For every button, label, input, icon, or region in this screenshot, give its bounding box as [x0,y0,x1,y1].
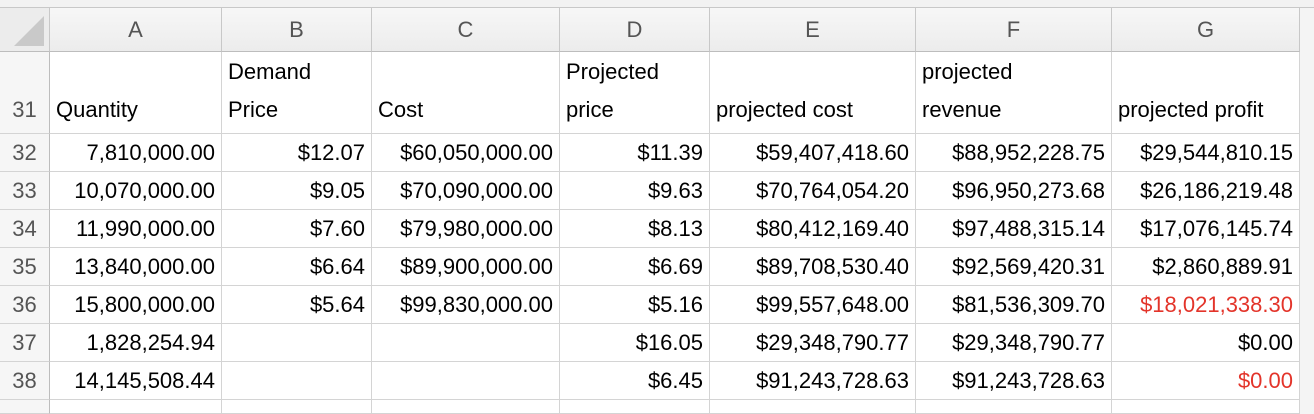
data-cell[interactable]: $0.00 [1112,362,1300,400]
data-cell[interactable]: $5.64 [222,286,372,324]
column-header[interactable]: D [560,8,710,52]
data-cell[interactable]: $29,348,790.77 [916,324,1112,362]
row-number[interactable]: 36 [0,286,50,324]
header-line: projected profit [1118,97,1264,122]
data-cell[interactable] [1112,400,1300,414]
data-cell[interactable]: $9.05 [222,172,372,210]
data-cell[interactable]: $80,412,169.40 [710,210,916,248]
data-cell[interactable]: 11,990,000.00 [50,210,222,248]
data-cell[interactable]: $60,050,000.00 [372,134,560,172]
data-cell[interactable]: $8.13 [560,210,710,248]
row-number[interactable]: 37 [0,324,50,362]
column-header[interactable]: F [916,8,1112,52]
data-cell[interactable] [372,400,560,414]
row-number[interactable]: 38 [0,362,50,400]
data-cell[interactable] [560,400,710,414]
data-cell[interactable]: $89,708,530.40 [710,248,916,286]
row-number[interactable]: 35 [0,248,50,286]
data-cell[interactable]: 14,145,508.44 [50,362,222,400]
header-cell[interactable]: Demand Price [222,52,372,134]
header-cell[interactable]: projected profit [1112,52,1300,134]
data-cell[interactable]: $6.69 [560,248,710,286]
data-cell[interactable]: $70,090,000.00 [372,172,560,210]
data-cell[interactable] [222,400,372,414]
column-header[interactable]: A [50,8,222,52]
row-number[interactable]: 32 [0,134,50,172]
data-cell[interactable] [372,362,560,400]
data-cell[interactable] [372,324,560,362]
data-cell[interactable] [710,400,916,414]
header-line: Price [228,97,279,122]
data-cell[interactable] [50,400,222,414]
toolbar-edge [0,0,1314,8]
data-cell[interactable]: $9.63 [560,172,710,210]
column-header[interactable]: G [1112,8,1300,52]
row-number[interactable]: 34 [0,210,50,248]
data-cell[interactable] [222,362,372,400]
row-number[interactable] [0,400,50,414]
data-cell[interactable]: $7.60 [222,210,372,248]
data-cell[interactable]: 13,840,000.00 [50,248,222,286]
column-header[interactable]: B [222,8,372,52]
header-line: Cost [378,97,424,122]
data-cell[interactable]: $99,557,648.00 [710,286,916,324]
data-cell[interactable]: $17,076,145.74 [1112,210,1300,248]
data-cell[interactable]: $97,488,315.14 [916,210,1112,248]
margin [1300,8,1314,414]
data-cell[interactable]: $2,860,889.91 [1112,248,1300,286]
data-cell[interactable]: $29,348,790.77 [710,324,916,362]
corner-triangle [14,16,44,46]
data-cell[interactable]: $18,021,338.30 [1112,286,1300,324]
column-header[interactable]: E [710,8,916,52]
header-cell[interactable]: Cost [372,52,560,134]
header-line: projected [922,59,1013,84]
header-cell[interactable]: Quantity [50,52,222,134]
data-cell[interactable]: $5.16 [560,286,710,324]
data-cell[interactable]: $96,950,273.68 [916,172,1112,210]
data-cell[interactable]: $81,536,309.70 [916,286,1112,324]
header-line: Demand [228,59,312,84]
header-cell[interactable]: Projected price [560,52,710,134]
data-cell[interactable]: $91,243,728.63 [916,362,1112,400]
data-cell[interactable]: $92,569,420.31 [916,248,1112,286]
header-line: price [566,97,614,122]
data-cell[interactable]: 7,810,000.00 [50,134,222,172]
data-cell[interactable]: 1,828,254.94 [50,324,222,362]
data-cell[interactable]: $26,186,219.48 [1112,172,1300,210]
row-number[interactable]: 33 [0,172,50,210]
data-cell[interactable]: $91,243,728.63 [710,362,916,400]
data-cell[interactable]: $12.07 [222,134,372,172]
data-cell[interactable]: $99,830,000.00 [372,286,560,324]
header-line: revenue [922,97,1002,122]
data-cell[interactable]: $29,544,810.15 [1112,134,1300,172]
row-number-text: 31 [12,97,37,122]
data-cell[interactable]: $88,952,228.75 [916,134,1112,172]
data-cell[interactable]: $0.00 [1112,324,1300,362]
data-cell[interactable]: $11.39 [560,134,710,172]
column-header[interactable]: C [372,8,560,52]
data-cell[interactable]: $89,900,000.00 [372,248,560,286]
data-cell[interactable]: $6.45 [560,362,710,400]
header-line: Projected [566,59,659,84]
select-all[interactable] [0,8,50,52]
data-cell[interactable] [222,324,372,362]
data-cell[interactable] [916,400,1112,414]
header-cell[interactable]: projected revenue [916,52,1112,134]
data-cell[interactable]: $70,764,054.20 [710,172,916,210]
data-cell[interactable]: $6.64 [222,248,372,286]
header-cell[interactable]: projected cost [710,52,916,134]
data-cell[interactable]: $59,407,418.60 [710,134,916,172]
data-cell[interactable]: 15,800,000.00 [50,286,222,324]
row-number[interactable]: 31 [0,52,50,134]
data-cell[interactable]: $16.05 [560,324,710,362]
data-cell[interactable]: $79,980,000.00 [372,210,560,248]
header-line: projected cost [716,97,853,122]
data-cell[interactable]: 10,070,000.00 [50,172,222,210]
header-line: Quantity [56,97,138,122]
